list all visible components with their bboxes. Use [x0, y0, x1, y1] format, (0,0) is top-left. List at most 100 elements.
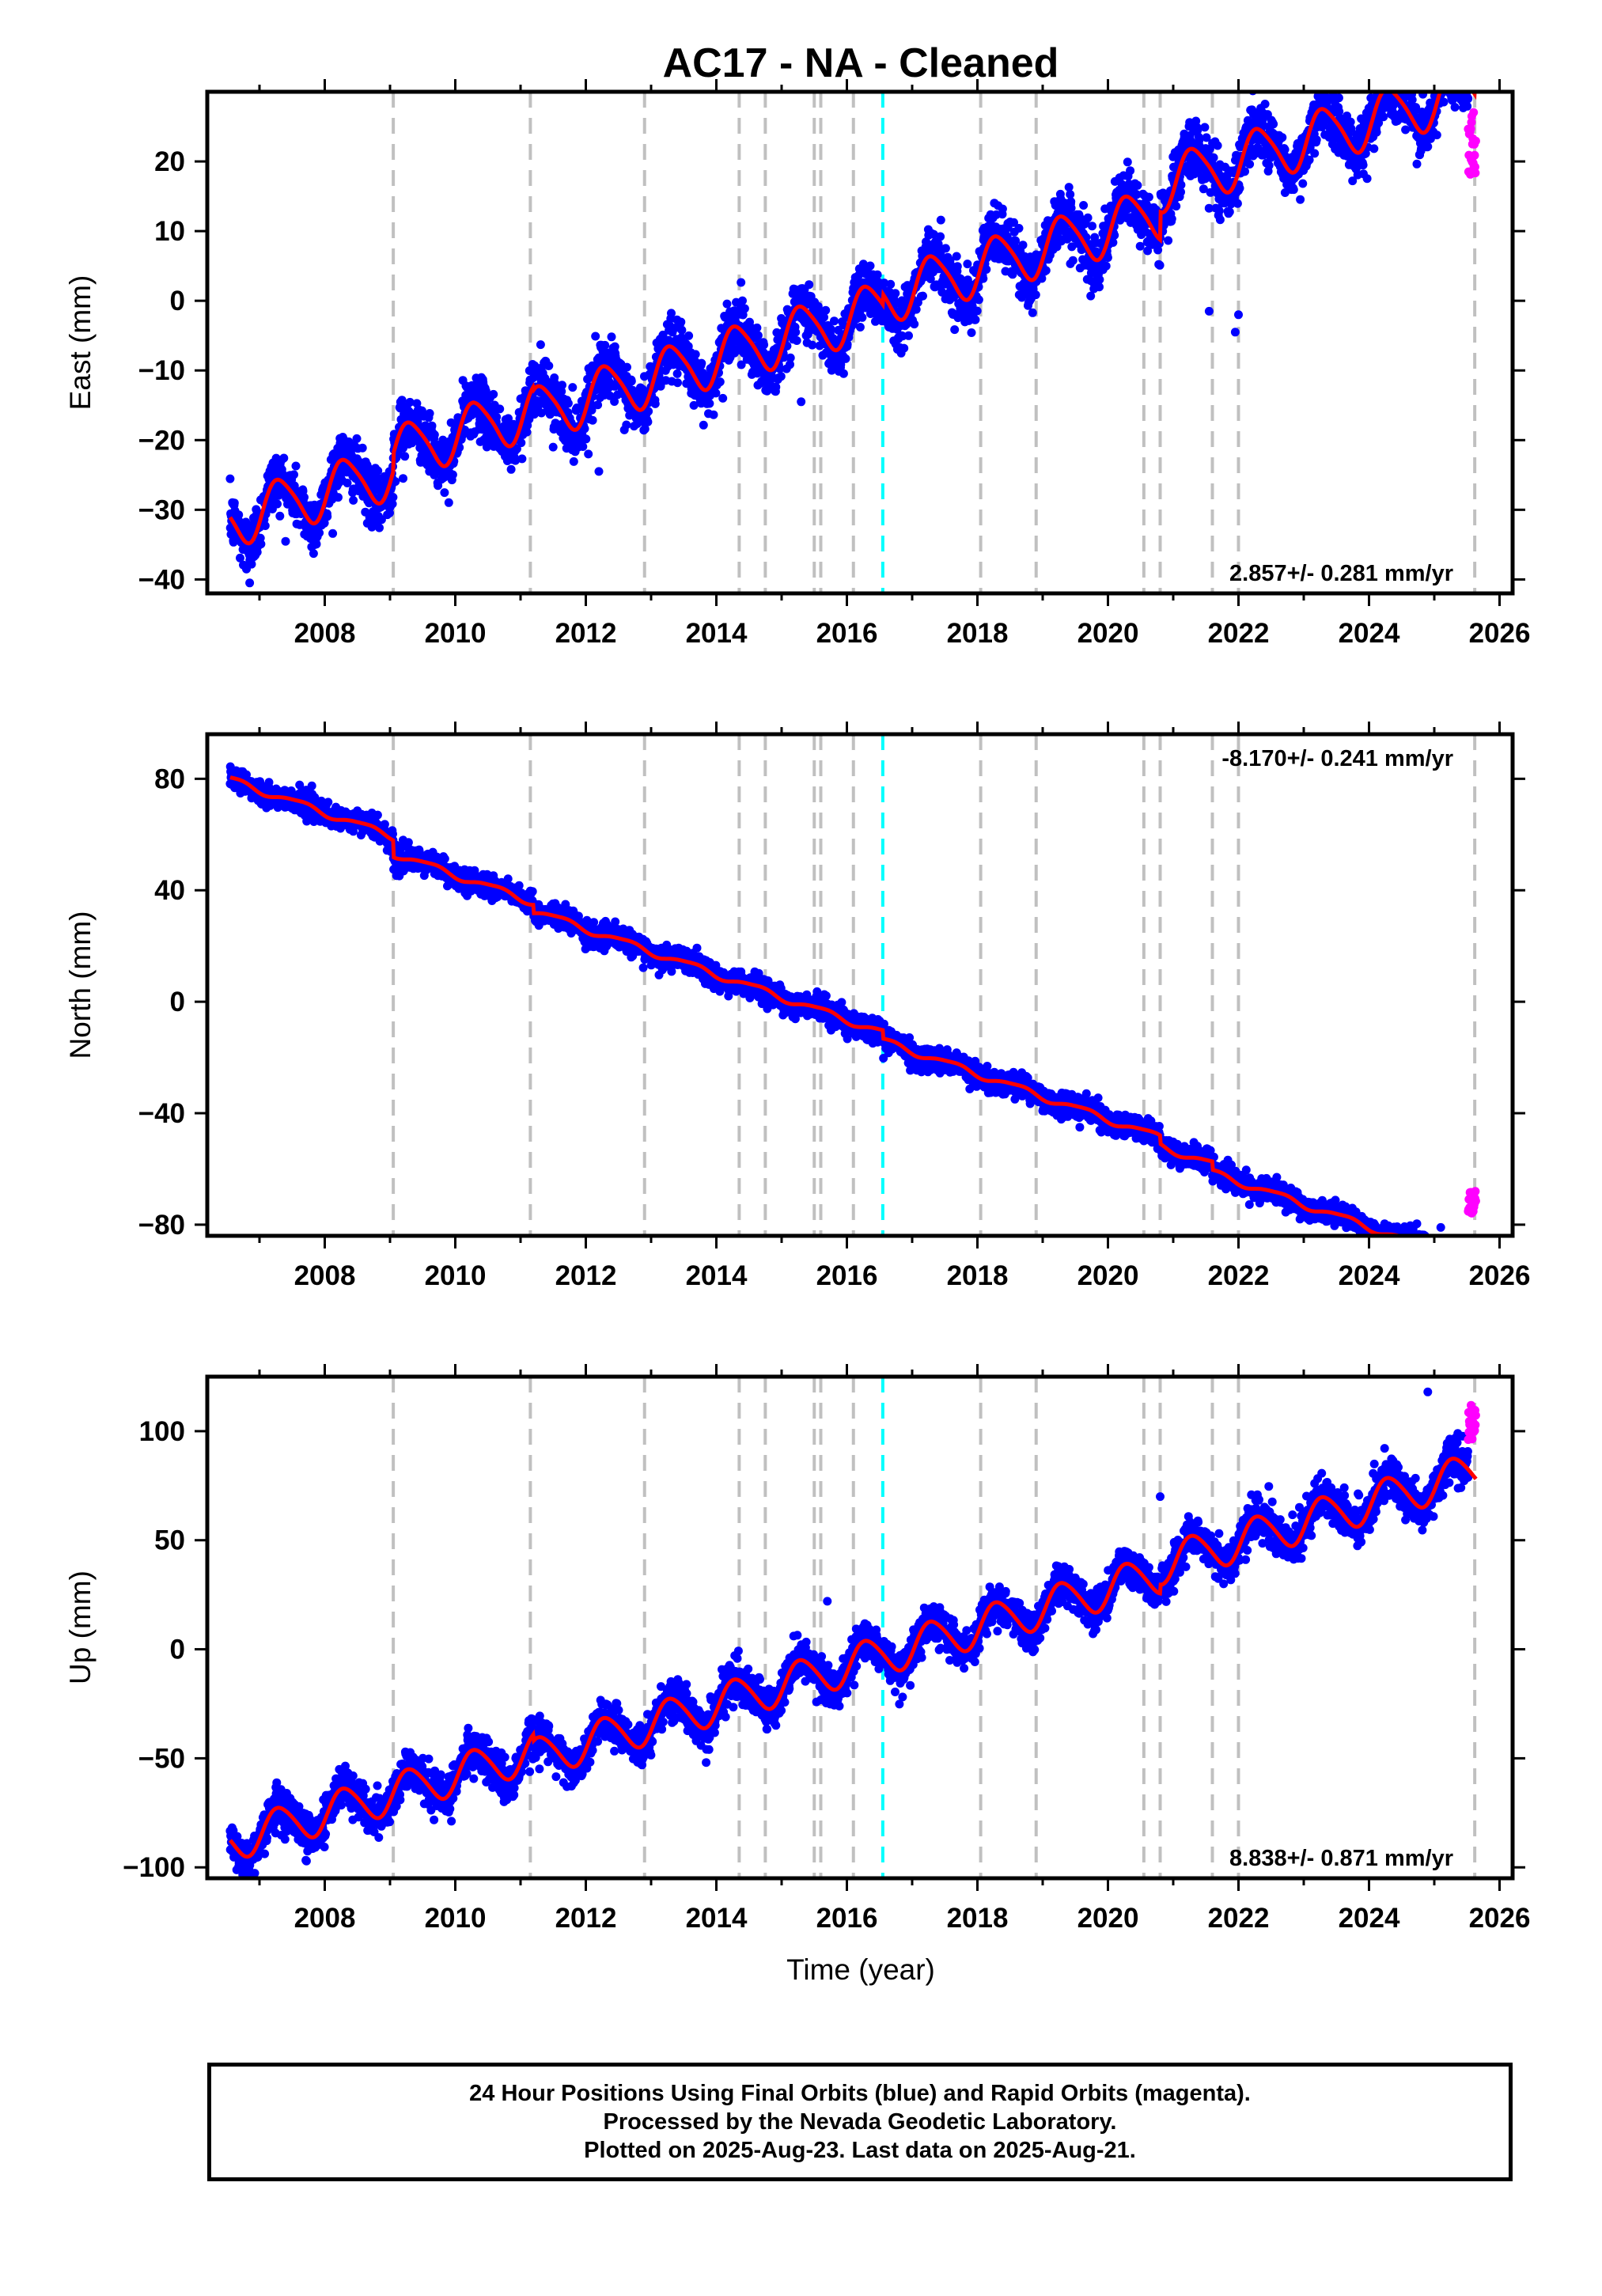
east-y-tick-label: −30 — [138, 494, 185, 525]
east-x-tick-label: 2018 — [947, 618, 1009, 649]
east-x-tick-label: 2020 — [1077, 618, 1139, 649]
east-final-point — [709, 410, 718, 419]
east-final-point — [1386, 52, 1395, 61]
east-final-point — [752, 323, 762, 332]
east-final-point — [405, 397, 415, 407]
east-final-point — [352, 434, 362, 443]
east-final-point — [1362, 174, 1372, 184]
east-final-point — [1445, 51, 1453, 59]
east-final-point — [373, 466, 383, 475]
east-final-point — [593, 400, 603, 410]
east-final-point — [771, 382, 781, 392]
east-final-point — [1452, 74, 1461, 83]
east-final-point — [1376, 71, 1384, 80]
east-final-point — [358, 443, 367, 453]
east-final-outlier — [242, 564, 251, 574]
east-final-point — [1213, 141, 1222, 150]
east-final-point — [610, 397, 619, 406]
east-final-point — [1164, 236, 1173, 245]
east-final-point — [1445, 63, 1454, 72]
east-final-outlier — [399, 474, 407, 483]
east-final-point — [941, 244, 950, 253]
east-final-point — [489, 389, 498, 399]
east-final-point — [982, 265, 991, 274]
east-final-point — [759, 340, 769, 350]
east-final-point — [1458, 64, 1467, 73]
east-final-point — [1442, 45, 1451, 54]
east-final-point — [1126, 166, 1135, 176]
east-rapid-point — [1471, 136, 1480, 146]
east-final-point — [273, 499, 282, 509]
east-y-tick-label: 10 — [154, 216, 185, 247]
east-final-point — [1454, 51, 1463, 60]
east-final-point — [967, 328, 976, 337]
east-final-point — [1450, 49, 1459, 58]
east-final-point — [858, 313, 867, 322]
east-final-point — [1438, 80, 1447, 89]
east-final-point — [1394, 78, 1403, 86]
east-final-point — [1444, 69, 1452, 78]
east-final-point — [1385, 66, 1394, 74]
east-final-point — [1144, 192, 1153, 202]
east-final-point — [1451, 62, 1460, 70]
east-final-point — [684, 331, 694, 340]
east-final-point — [1454, 52, 1463, 61]
east-final-point — [689, 400, 699, 410]
east-final-point — [400, 452, 410, 461]
east-final-point — [1444, 59, 1452, 68]
east-step-lines — [392, 92, 1477, 593]
east-final-point — [1439, 79, 1448, 88]
east-plot-frame — [205, 89, 1515, 596]
north-final-point — [324, 798, 333, 807]
east-final-point — [691, 350, 700, 359]
east-final-point — [1437, 66, 1445, 74]
east-final-point — [1439, 82, 1448, 91]
east-final-point — [737, 360, 746, 369]
east-final-point — [1372, 127, 1381, 137]
east-final-point — [1215, 215, 1225, 225]
east-x-tick-label: 2022 — [1208, 618, 1270, 649]
east-final-point — [1452, 69, 1460, 78]
east-final-point — [481, 386, 490, 396]
east-final-point — [1079, 201, 1089, 210]
east-final-point — [1440, 62, 1449, 70]
east-final-point — [1441, 79, 1450, 88]
east-panel: 2008 2010 2012 2014 2016 2018 2020 2022 2024 2026… — [64, 45, 1530, 649]
east-final-point — [1068, 256, 1077, 265]
east-y-tick-label: −20 — [138, 425, 185, 456]
east-final-point — [610, 342, 619, 351]
east-final-point — [522, 427, 532, 437]
east-final-outlier — [1230, 328, 1240, 337]
east-final-point — [1447, 82, 1456, 91]
east-x-tick-label: 2014 — [686, 618, 748, 649]
east-final-point — [440, 488, 449, 498]
north-final-point — [307, 781, 316, 790]
east-final-point — [1310, 149, 1320, 158]
east-final-point — [323, 512, 332, 521]
east-final-point — [412, 399, 422, 408]
east-final-point — [504, 414, 513, 423]
east-final-point — [300, 493, 309, 502]
east-final-point — [1083, 213, 1093, 222]
east-final-point — [1453, 51, 1462, 59]
east-final-point — [580, 424, 589, 434]
east-y-tick-label: 0 — [170, 286, 185, 316]
east-final-point — [699, 420, 708, 430]
east-final-point — [1172, 202, 1181, 211]
east-rate-annotation: 2.857+/- 0.281 mm/yr — [1229, 561, 1453, 586]
east-final-point — [1458, 70, 1467, 78]
east-final-point — [658, 330, 668, 339]
east-final-point — [1455, 78, 1464, 87]
east-final-point — [1101, 261, 1111, 271]
east-final-point — [430, 430, 439, 439]
east-final-point — [1384, 81, 1392, 89]
east-final-point — [260, 521, 270, 530]
east-final-point — [1233, 199, 1242, 208]
east-final-point — [1382, 70, 1391, 79]
east-final-point — [517, 454, 527, 464]
east-final-point — [676, 317, 686, 327]
east-final-point — [563, 399, 573, 408]
chart-title: AC17 - NA - Cleaned — [663, 40, 1059, 86]
east-final-point — [650, 399, 660, 408]
east-final-point — [1369, 144, 1379, 153]
